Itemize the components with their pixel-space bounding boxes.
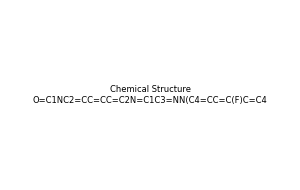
Text: Chemical Structure
O=C1NC2=CC=CC=C2N=C1C3=NN(C4=CC=C(F)C=C4: Chemical Structure O=C1NC2=CC=CC=C2N=C1C…	[33, 85, 267, 105]
